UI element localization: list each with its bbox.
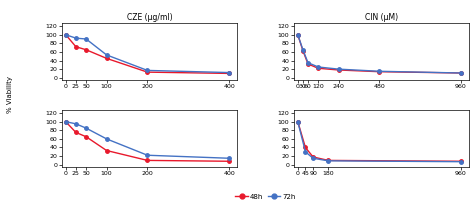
Legend: 48h, 72h: 48h, 72h — [233, 191, 298, 202]
Title: CZE (μg/ml): CZE (μg/ml) — [127, 13, 172, 22]
Text: % Viability: % Viability — [8, 76, 13, 113]
Title: CIN (μM): CIN (μM) — [365, 13, 398, 22]
